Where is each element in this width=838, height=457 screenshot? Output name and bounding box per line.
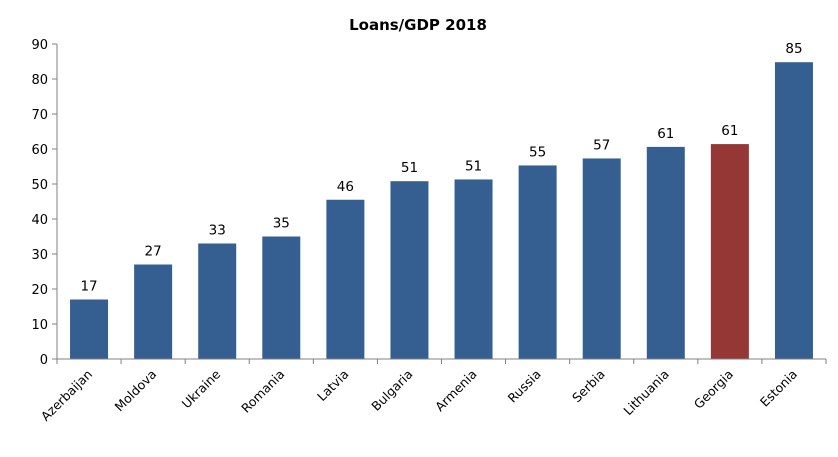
bar-estonia: [774, 62, 813, 359]
data-label: 35: [273, 216, 290, 232]
data-label: 85: [785, 41, 802, 57]
y-tick-label: 30: [31, 248, 48, 263]
y-tick-label: 90: [31, 38, 48, 53]
bar-russia: [518, 165, 557, 359]
data-labels: 17 27 33 35 46 51 51 55 57 61 61 85: [80, 41, 802, 294]
y-tick-label: 70: [31, 108, 48, 123]
x-tick-label: Azerbaijan: [38, 367, 95, 424]
data-label: 33: [209, 223, 226, 239]
y-tick-label: 60: [31, 143, 48, 158]
y-tick-label: 10: [31, 318, 48, 333]
chart-title: Loans/GDP 2018: [349, 16, 487, 34]
bars: [70, 62, 813, 359]
x-tick-label: Serbia: [569, 367, 608, 406]
y-tick-label: 20: [31, 283, 48, 298]
bar-romania: [262, 236, 301, 359]
bar-armenia: [454, 179, 493, 359]
bar-bulgaria: [390, 181, 429, 359]
x-tick-label: Latvia: [314, 367, 352, 405]
data-label: 51: [401, 160, 418, 176]
x-tick-label: Bulgaria: [368, 367, 415, 414]
x-tick-label: Estonia: [757, 367, 800, 410]
x-tick-label: Russia: [505, 367, 544, 406]
bar-latvia: [326, 199, 365, 359]
data-label: 27: [145, 244, 162, 260]
x-axis: Azerbaijan Moldova Ukraine Romania Latvia Bul…: [38, 358, 827, 424]
bar-azerbaijan: [70, 299, 109, 359]
bar-serbia: [582, 158, 621, 359]
y-tick-label: 0: [40, 353, 48, 368]
y-tick-label: 40: [31, 213, 48, 228]
bar-ukraine: [198, 243, 237, 359]
data-label: 17: [80, 279, 97, 295]
y-tick-label: 80: [31, 73, 48, 88]
y-tick-label: 50: [31, 178, 48, 193]
data-label: 55: [529, 144, 546, 160]
data-label: 61: [721, 123, 738, 139]
bar-georgia: [710, 144, 749, 359]
data-label: 61: [657, 126, 674, 142]
x-tick-label: Moldova: [111, 367, 159, 415]
y-axis: 0 10 20 30 40 50 60 70 80 90: [31, 38, 58, 368]
data-label: 57: [593, 137, 610, 153]
bar-lithuania: [646, 146, 685, 359]
x-tick-label: Ukraine: [179, 366, 224, 411]
data-label: 51: [465, 158, 482, 174]
bar-moldova: [134, 264, 173, 359]
x-tick-label: Lithuania: [620, 367, 672, 419]
x-tick-label: Georgia: [691, 367, 736, 412]
x-tick-label: Armenia: [432, 367, 480, 415]
data-label: 46: [337, 179, 354, 195]
x-tick-label: Romania: [238, 367, 287, 416]
